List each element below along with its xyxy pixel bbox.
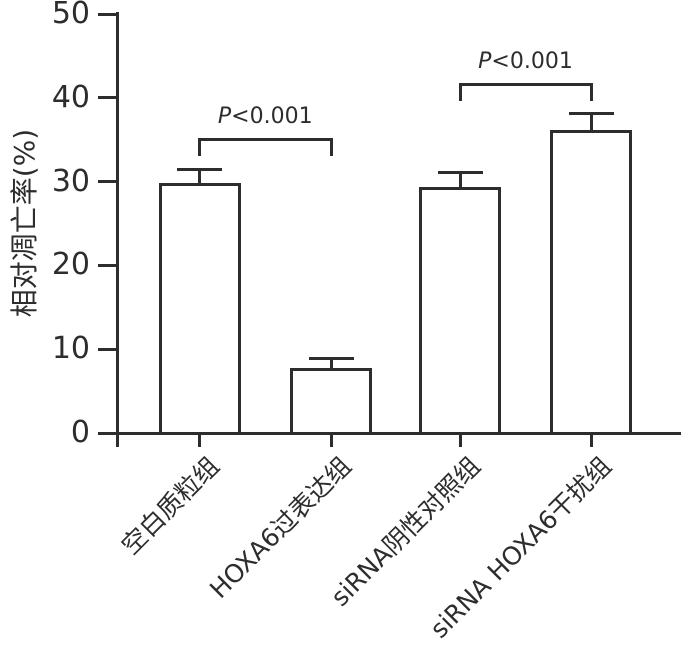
y-tick-label: 50	[51, 0, 90, 31]
y-tick	[98, 12, 117, 16]
error-bar-stem	[458, 172, 462, 190]
y-tick	[98, 263, 117, 267]
x-tick	[458, 435, 462, 447]
error-bar-cap	[177, 168, 222, 172]
y-tick-label: 20	[51, 247, 90, 283]
y-tick	[98, 180, 117, 184]
error-bar-cap	[437, 170, 483, 174]
p-value-label: P<0.001	[478, 48, 573, 74]
x-tick	[198, 435, 201, 447]
x-tick	[589, 435, 593, 447]
y-tick	[98, 96, 117, 100]
x-tick	[329, 435, 333, 447]
bar	[290, 368, 372, 435]
error-bar-stem	[198, 169, 201, 186]
x-category-label: HOXA6过表达组	[204, 451, 357, 605]
y-tick-label: 10	[51, 331, 90, 367]
y-tick	[98, 347, 117, 351]
y-tick-label: 30	[51, 163, 90, 199]
bar	[419, 187, 501, 435]
significance-bracket-end-tick	[458, 82, 462, 101]
x-category-label: 空白质粒组	[116, 451, 226, 561]
error-bar-stem	[329, 358, 333, 371]
y-tick-label: 40	[51, 79, 90, 115]
x-axis-line	[98, 432, 681, 435]
significance-bracket-end-tick	[329, 138, 333, 157]
error-bar-stem	[589, 113, 593, 133]
significance-bracket-line	[198, 138, 333, 142]
significance-bracket-end-tick	[589, 82, 593, 101]
bar	[158, 183, 241, 435]
significance-bracket-end-tick	[198, 138, 201, 157]
y-axis-line	[116, 12, 119, 447]
y-tick	[98, 431, 117, 435]
p-value-label: P<0.001	[217, 104, 313, 130]
error-bar-cap	[308, 356, 354, 360]
error-bar-cap	[568, 112, 614, 116]
significance-bracket-line	[458, 82, 593, 86]
y-tick-label: 0	[70, 415, 90, 450]
bar	[550, 130, 632, 435]
